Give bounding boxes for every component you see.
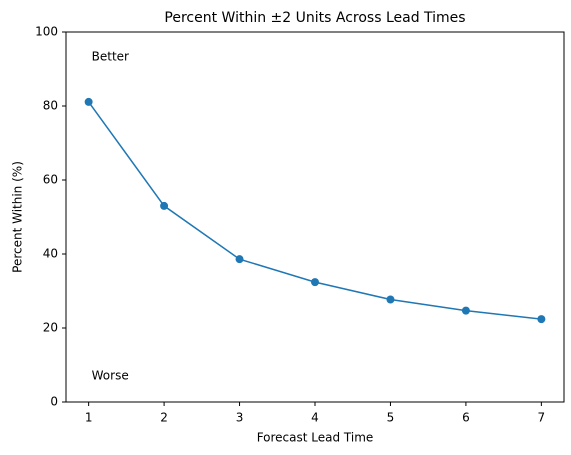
y-tick-label: 80 [43,99,58,113]
plot-area [65,31,565,403]
data-point [461,306,470,315]
data-point [235,255,244,264]
y-tick-label: 20 [43,321,58,335]
x-tick-label: 7 [538,411,546,425]
x-tick-label: 2 [160,411,168,425]
data-point [160,201,169,210]
data-point [537,315,546,324]
x-axis-label: Forecast Lead Time [257,431,374,445]
data-point [311,278,319,287]
y-tick-label: 0 [50,395,58,409]
x-tick-label: 6 [462,411,470,425]
annotation: Better [92,50,129,64]
x-tick-label: 5 [387,411,395,425]
y-tick-label: 60 [43,173,58,187]
data-line [88,101,542,320]
x-tick-label: 1 [85,411,93,425]
y-tick-label: 100 [35,25,58,39]
x-tick-label: 4 [311,411,319,425]
chart-title: Percent Within ±2 Units Across Lead Time… [164,10,465,26]
data-point [84,97,93,106]
data-point [386,295,395,304]
y-axis-label: Percent Within (%) [11,161,25,273]
annotation: Worse [92,369,129,383]
y-tick-label: 40 [43,247,58,261]
x-tick-label: 3 [236,411,244,425]
